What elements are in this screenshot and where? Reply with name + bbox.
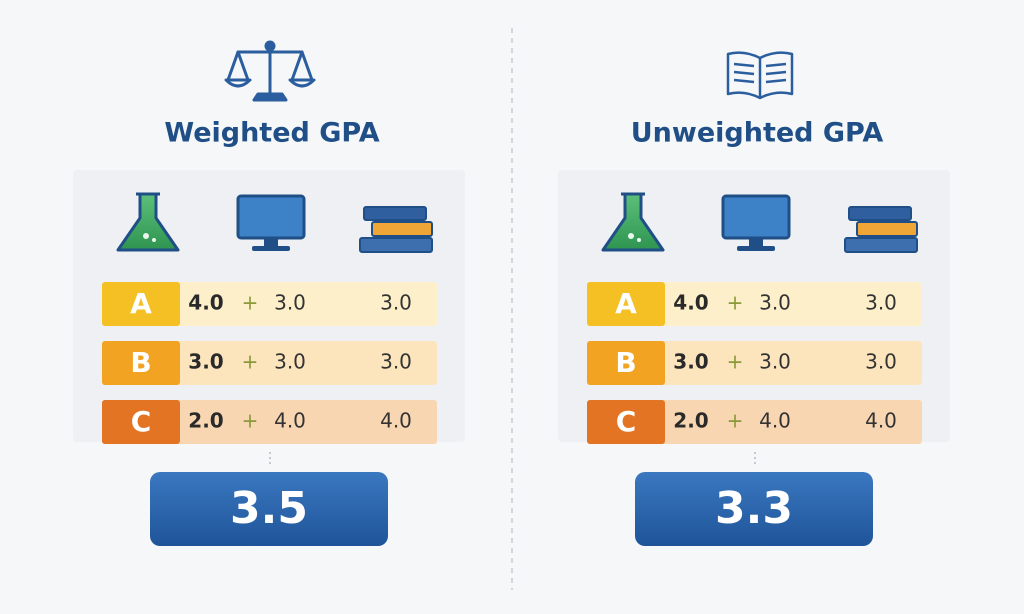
book xyxy=(359,237,433,253)
flask-icon xyxy=(116,192,180,252)
credits: 4.0 xyxy=(274,409,306,433)
grade-box xyxy=(102,341,180,385)
bubble xyxy=(143,233,149,239)
book-icon xyxy=(726,51,794,100)
value: 3.0 xyxy=(865,350,897,374)
grade-points: 2.0 xyxy=(673,409,708,433)
book xyxy=(371,221,433,237)
operator: + xyxy=(727,291,744,315)
flask-icon xyxy=(601,192,665,252)
operator: + xyxy=(242,291,259,315)
base xyxy=(737,246,775,251)
value: 4.0 xyxy=(865,409,897,433)
panel: Weighted GPA A 4.0 +3.0 3.0 B 3.0 +3.0 3.0 C 2.0 +4… xyxy=(73,118,465,546)
grade: B xyxy=(615,346,636,379)
grade: C xyxy=(616,405,637,438)
bubble xyxy=(637,238,641,242)
scale-icon xyxy=(224,40,316,102)
result-box xyxy=(150,472,388,546)
book xyxy=(848,206,912,221)
grade: C xyxy=(131,405,152,438)
operator: + xyxy=(242,409,259,433)
bubble xyxy=(628,233,634,239)
panel-title: Weighted GPA xyxy=(164,118,379,149)
grade-points: 4.0 xyxy=(188,291,223,315)
books-icon xyxy=(359,206,433,253)
screen xyxy=(236,194,306,240)
value: 4.0 xyxy=(380,409,412,433)
result: 3.3 xyxy=(715,483,793,534)
row-bg xyxy=(102,341,437,385)
stand xyxy=(749,238,763,246)
result: 3.5 xyxy=(230,483,308,534)
monitor-icon xyxy=(721,194,791,251)
value: 3.0 xyxy=(380,350,412,374)
panel: Unweighted GPA A 4.0 +3.0 3.0 B 3.0 +3.0 3.0 C 2.0… xyxy=(558,118,950,546)
base xyxy=(252,246,290,251)
credits: 3.0 xyxy=(274,291,306,315)
row-bg xyxy=(587,341,922,385)
grade-box xyxy=(102,282,180,326)
grade-points: 2.0 xyxy=(188,409,223,433)
row-bg xyxy=(587,400,922,444)
book xyxy=(844,237,918,253)
value: 3.0 xyxy=(865,291,897,315)
operator: + xyxy=(727,409,744,433)
operator: + xyxy=(242,350,259,374)
grade-box xyxy=(587,341,665,385)
value: 3.0 xyxy=(380,291,412,315)
grade: B xyxy=(130,346,151,379)
book xyxy=(363,206,427,221)
grade-points: 3.0 xyxy=(188,350,223,374)
grade-box xyxy=(587,400,665,444)
grade-box xyxy=(102,400,180,444)
books-icon xyxy=(844,206,918,253)
credits: 3.0 xyxy=(759,291,791,315)
result-box xyxy=(635,472,873,546)
book xyxy=(856,221,918,237)
row-bg xyxy=(587,282,922,326)
credits: 3.0 xyxy=(274,350,306,374)
bubble xyxy=(152,238,156,242)
credits: 3.0 xyxy=(759,350,791,374)
row-bg xyxy=(102,400,437,444)
monitor-icon xyxy=(236,194,306,251)
operator: + xyxy=(727,350,744,374)
grade-points: 4.0 xyxy=(673,291,708,315)
grade-box xyxy=(587,282,665,326)
grade: A xyxy=(615,287,637,320)
grade-points: 3.0 xyxy=(673,350,708,374)
panel-title: Unweighted GPA xyxy=(631,118,884,149)
grade: A xyxy=(130,287,152,320)
stand xyxy=(264,238,278,246)
screen xyxy=(721,194,791,240)
row-bg xyxy=(102,282,437,326)
credits: 4.0 xyxy=(759,409,791,433)
